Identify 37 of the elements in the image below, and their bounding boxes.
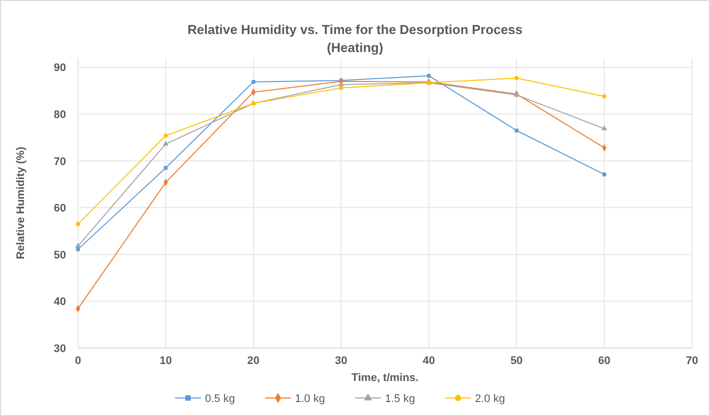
x-tick-label: 60 xyxy=(598,355,610,367)
legend-label: 1.5 kg xyxy=(385,392,415,405)
x-tick-label: 20 xyxy=(247,355,260,367)
x-tick-label: 40 xyxy=(422,355,435,367)
x-tick-label: 10 xyxy=(160,355,172,367)
point xyxy=(338,81,344,86)
point xyxy=(601,125,608,130)
legend-label: 2.0 kg xyxy=(475,392,505,405)
y-tick-label: 30 xyxy=(54,342,66,355)
point xyxy=(602,94,606,98)
point xyxy=(76,222,80,226)
point xyxy=(164,134,168,138)
y-tick-label: 40 xyxy=(54,296,66,308)
point xyxy=(602,172,606,176)
x-axis-title: Time, t/mins. xyxy=(351,372,419,384)
chart-subtitle: (Heating) xyxy=(326,40,384,55)
y-tick-label: 50 xyxy=(54,249,66,262)
point xyxy=(514,128,518,132)
x-tick-label: 0 xyxy=(74,355,82,367)
point xyxy=(252,80,256,84)
y-axis-title: Relative Humidity (%) xyxy=(15,146,27,260)
point xyxy=(164,166,168,170)
point xyxy=(514,76,519,80)
x-tick-label: 50 xyxy=(510,355,523,367)
y-tick-label: 70 xyxy=(54,156,66,168)
x-tick-label: 70 xyxy=(686,355,698,367)
y-tick-label: 80 xyxy=(54,108,66,121)
point xyxy=(76,247,80,252)
y-tick-label: 90 xyxy=(54,62,66,74)
legend-label: 1.0 kg xyxy=(295,392,325,405)
y-tick-label: 60 xyxy=(54,202,66,215)
chart-title: Relative Humidity vs. Time for the Desorption Process xyxy=(188,22,522,37)
point xyxy=(162,140,169,146)
legend-label: 0.5 kg xyxy=(205,392,235,405)
point xyxy=(75,242,81,248)
point xyxy=(339,86,344,90)
x-tick-label: 30 xyxy=(335,355,348,367)
